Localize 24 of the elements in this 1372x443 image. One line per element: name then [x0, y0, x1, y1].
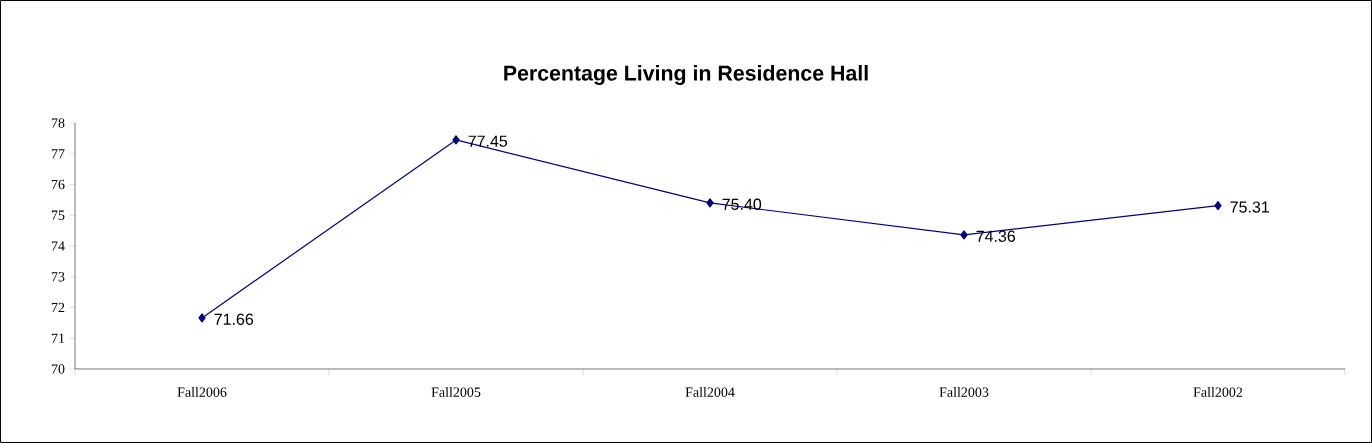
y-tick-label: 77	[51, 149, 65, 159]
y-tick-label: 75	[51, 210, 65, 220]
x-tick-label: Fall2003	[939, 387, 989, 397]
point	[452, 135, 460, 145]
data-label: 71.66	[214, 313, 254, 325]
point	[1214, 201, 1222, 211]
point	[706, 198, 714, 208]
data-label: 75.31	[1230, 201, 1269, 213]
y-tick-label: 73	[51, 272, 65, 282]
x-tick-label: Fall2006	[177, 387, 227, 397]
data-label: 77.45	[468, 135, 508, 147]
point	[198, 313, 206, 323]
y-tick-label: 78	[51, 118, 65, 128]
x-tick-label: Fall2004	[685, 387, 735, 397]
x-tick-label: Fall2002	[1193, 387, 1243, 397]
y-tick-label: 70	[51, 364, 65, 374]
y-tick-label: 74	[51, 241, 65, 251]
y-tick-label: 71	[51, 333, 65, 343]
x-tick-label: Fall2005	[431, 387, 481, 397]
y-tick-label: 72	[51, 302, 65, 313]
data-label: 74.36	[976, 230, 1016, 242]
y-tick-label: 76	[51, 179, 65, 190]
chart-title: Percentage Living in Residence Hall	[504, 65, 868, 85]
point	[960, 230, 968, 240]
